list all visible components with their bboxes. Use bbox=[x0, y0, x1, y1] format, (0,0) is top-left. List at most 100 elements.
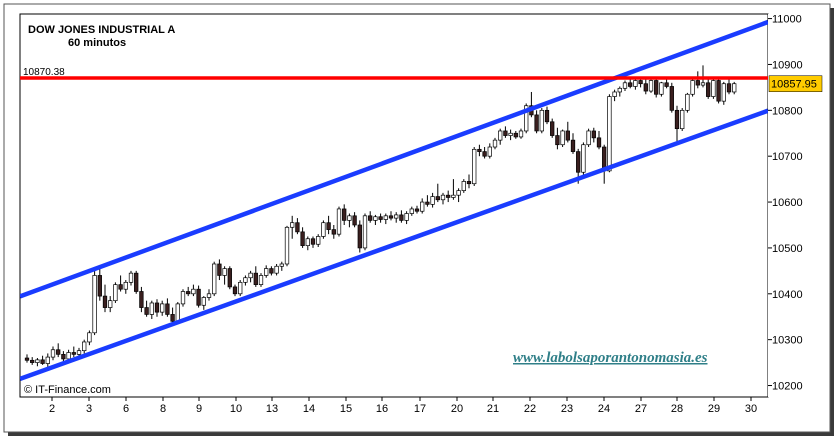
candle bbox=[539, 108, 544, 134]
candle bbox=[50, 346, 56, 361]
candle-body bbox=[669, 86, 674, 111]
candle bbox=[217, 259, 222, 281]
candle bbox=[134, 270, 139, 294]
candle bbox=[555, 127, 560, 150]
candle-body bbox=[477, 148, 482, 152]
candle-body bbox=[50, 349, 56, 358]
candle-body bbox=[388, 215, 394, 219]
candle-body bbox=[165, 303, 170, 315]
candle-body bbox=[461, 181, 466, 191]
resistance-label: 10870.38 bbox=[23, 67, 65, 78]
x-tick-label: 27 bbox=[635, 403, 647, 415]
chart-title: DOW JONES INDUSTRIAL A bbox=[28, 24, 175, 36]
candle bbox=[570, 133, 576, 154]
x-tick-label: 24 bbox=[598, 403, 610, 415]
candle-body bbox=[440, 194, 446, 201]
candle-body bbox=[576, 151, 581, 173]
y-tick-label: 10500 bbox=[772, 243, 803, 255]
y-tick-label: 10700 bbox=[772, 151, 803, 163]
candle bbox=[420, 198, 425, 214]
candle bbox=[331, 224, 336, 239]
candle-body bbox=[508, 132, 513, 136]
candle bbox=[482, 147, 487, 159]
candle-body bbox=[71, 352, 76, 355]
candle-body bbox=[154, 302, 160, 313]
y-tick-label: 10200 bbox=[772, 381, 803, 393]
x-axis: 2 3 6 8 9 10 13 14 15 16 17 20 21 22 23 24 27 28 29 30 bbox=[49, 397, 757, 415]
y-tick-label: 10300 bbox=[772, 335, 803, 347]
candle bbox=[596, 130, 602, 150]
candle-body bbox=[123, 281, 128, 290]
candle bbox=[690, 78, 695, 97]
candle bbox=[628, 78, 633, 89]
candle-body bbox=[61, 353, 66, 360]
candle bbox=[648, 79, 654, 93]
y-tick-label: 10800 bbox=[772, 105, 803, 117]
candle-body bbox=[258, 275, 264, 285]
candle-body bbox=[716, 80, 721, 102]
candle-body bbox=[30, 359, 35, 363]
candle-body bbox=[290, 222, 295, 228]
candle bbox=[503, 126, 508, 138]
candle bbox=[160, 300, 165, 316]
watermark-link[interactable]: www.labolsaporantonomasia.es bbox=[513, 350, 708, 366]
candle bbox=[258, 273, 264, 287]
candle-body bbox=[596, 137, 602, 148]
candle-body bbox=[357, 224, 362, 249]
channel-upper-line bbox=[20, 19, 768, 299]
candle bbox=[71, 346, 76, 358]
y-tick-label: 10400 bbox=[772, 289, 803, 301]
candle-body bbox=[425, 201, 430, 205]
candle-body bbox=[347, 215, 352, 221]
candle bbox=[102, 284, 108, 313]
candle-body bbox=[180, 291, 186, 305]
candle-body bbox=[674, 109, 680, 130]
candle-body bbox=[581, 144, 586, 173]
x-tick-label: 9 bbox=[196, 403, 202, 415]
candle bbox=[716, 77, 721, 104]
candle-body bbox=[269, 268, 274, 274]
candle-body bbox=[134, 272, 139, 292]
candle bbox=[264, 265, 269, 278]
candle bbox=[113, 282, 118, 303]
candle bbox=[139, 286, 144, 313]
candle-body bbox=[404, 213, 409, 221]
candle-body bbox=[451, 194, 456, 198]
candle bbox=[149, 300, 154, 320]
candle bbox=[430, 192, 435, 208]
candle bbox=[399, 210, 404, 223]
candle bbox=[118, 275, 123, 292]
candles-layer bbox=[24, 65, 737, 368]
candle-body bbox=[24, 357, 30, 361]
candle-body bbox=[622, 82, 628, 89]
candle-body bbox=[643, 83, 648, 92]
candle bbox=[388, 211, 394, 221]
candle bbox=[513, 130, 518, 139]
last-price-box bbox=[768, 75, 823, 92]
candle bbox=[316, 234, 321, 248]
last-price-label: 10857.95 bbox=[771, 79, 817, 91]
candle bbox=[685, 92, 690, 113]
x-tick-label: 15 bbox=[340, 403, 352, 415]
candle-body bbox=[222, 268, 227, 276]
candle-body bbox=[399, 214, 404, 221]
candle bbox=[440, 192, 446, 205]
candle bbox=[404, 211, 409, 225]
candle-body bbox=[253, 272, 258, 285]
candle bbox=[227, 266, 232, 290]
candle-body bbox=[232, 286, 238, 295]
candle-body bbox=[56, 349, 61, 355]
candle-body bbox=[680, 109, 685, 130]
candle bbox=[30, 357, 35, 365]
candle-body bbox=[612, 91, 617, 97]
x-tick-label: 28 bbox=[671, 403, 683, 415]
last-price-marker: 10857.95 bbox=[768, 75, 823, 92]
candle-body bbox=[352, 215, 357, 226]
candle bbox=[586, 128, 591, 148]
candle-body bbox=[664, 82, 669, 87]
candle bbox=[368, 211, 373, 223]
candle-body bbox=[446, 194, 451, 198]
candle-body bbox=[732, 83, 737, 93]
candle bbox=[212, 261, 217, 297]
candle bbox=[550, 118, 555, 138]
